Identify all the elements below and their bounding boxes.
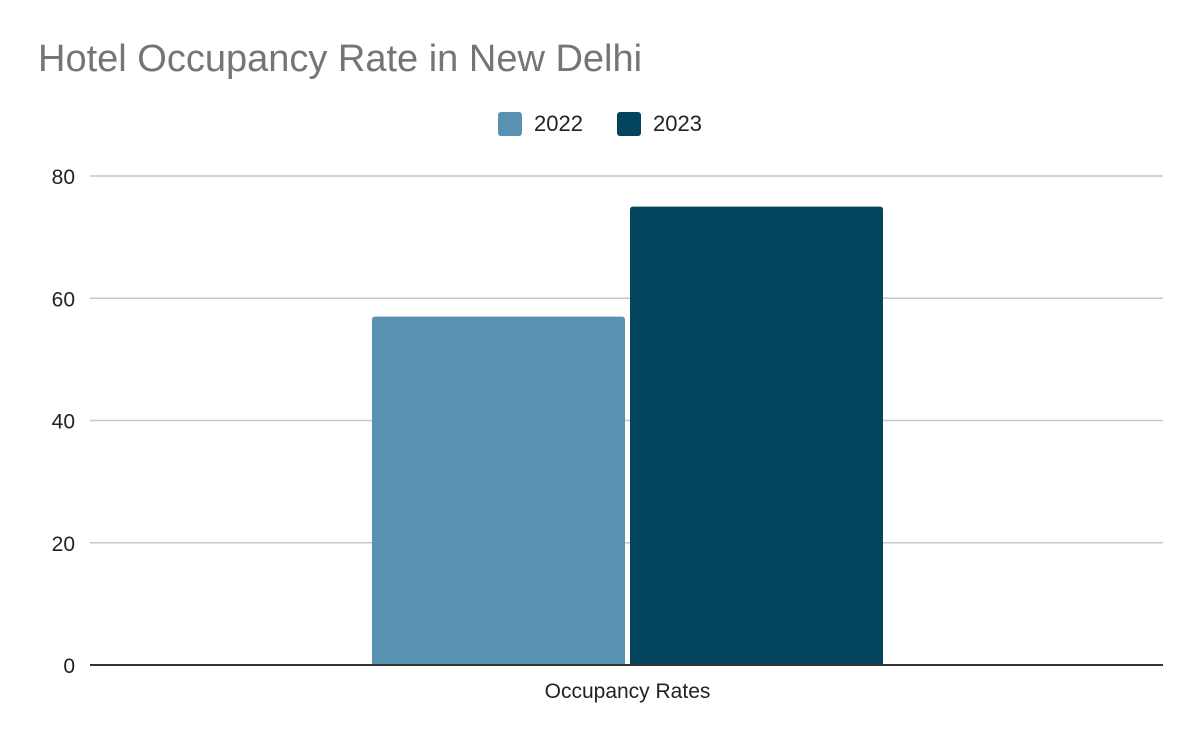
legend-label-2023: 2023 xyxy=(653,111,702,136)
legend-swatch-2022 xyxy=(498,112,523,136)
legend-label-2022: 2022 xyxy=(534,111,583,136)
bar-2023-0 xyxy=(630,206,883,665)
chart-title: Hotel Occupancy Rate in New Delhi xyxy=(38,38,643,80)
legend-swatch-2023 xyxy=(617,112,641,136)
x-tick-label-0: Occupancy Rates xyxy=(545,680,711,703)
y-tick-label-20: 20 xyxy=(52,533,75,556)
y-tick-label-60: 60 xyxy=(52,288,75,311)
legend-item-2022: 2022 xyxy=(498,111,583,137)
legend-item-2023: 2023 xyxy=(617,111,702,137)
y-tick-label-80: 80 xyxy=(52,166,75,189)
bar-2022-0 xyxy=(372,316,625,665)
y-tick-label-0: 0 xyxy=(63,655,75,678)
legend: 2022 2023 xyxy=(0,111,1200,137)
y-tick-label-40: 40 xyxy=(52,411,75,434)
